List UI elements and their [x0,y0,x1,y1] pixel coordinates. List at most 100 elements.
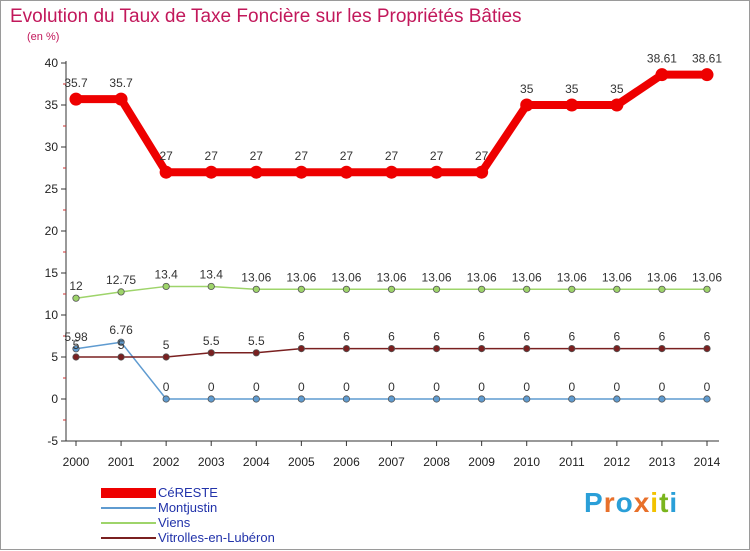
legend-item: Montjustin [101,500,275,515]
data-point [114,92,128,106]
proxiti-logo: Proxiti [584,487,678,519]
data-point [478,395,486,403]
data-label: 27 [205,149,219,163]
logo-letter: i [650,487,660,518]
data-label: 0 [388,380,395,394]
y-tick-label: 5 [51,350,58,364]
data-point [387,285,396,293]
data-point [117,288,125,296]
legend-swatch [101,536,156,539]
data-point [703,285,711,293]
data-label: 0 [659,380,666,394]
y-tick-label: 25 [45,182,59,196]
data-label: 6 [523,330,530,344]
data-label: 27 [340,149,354,163]
x-tick-label: 2014 [694,455,721,469]
data-point [432,395,441,403]
data-point [117,338,125,346]
data-label: 13.06 [331,270,361,284]
legend-swatch [101,521,156,524]
data-label: 12.75 [106,273,136,287]
data-point [655,68,669,82]
data-label: 13.4 [200,267,224,281]
x-tick-label: 2008 [423,455,450,469]
data-label: 5 [118,338,125,352]
x-tick-label: 2000 [63,455,90,469]
data-label: 0 [614,380,621,394]
data-point [117,353,125,361]
data-point [69,92,83,106]
data-label: 13.06 [241,270,271,284]
data-label: 35.7 [64,76,88,90]
data-label: 6 [388,330,395,344]
data-label: 27 [250,149,264,163]
data-label: 12 [69,279,83,293]
data-point [432,344,441,353]
data-label: 35 [520,82,534,96]
data-point [385,165,398,179]
data-point [162,282,170,291]
data-point [342,285,351,293]
data-point [478,285,486,293]
legend-item: Vitrolles-en-Lubéron [101,530,275,545]
logo-letter: o [615,487,634,518]
data-point [613,395,621,403]
data-point [72,353,80,361]
data-label: 27 [385,149,399,163]
data-label: 5.5 [203,334,220,348]
data-label: 27 [475,149,489,163]
data-point [342,395,351,403]
data-label: 35.7 [109,76,133,90]
data-point [703,395,711,403]
x-tick-label: 2002 [153,455,180,469]
legend-label: Viens [158,515,191,530]
data-point [162,395,170,403]
data-point [523,344,531,353]
y-tick-label: 40 [45,56,59,70]
data-label: 13.06 [647,270,677,284]
data-point [159,165,173,179]
legend: CéRESTE Montjustin Viens Vitrolles-en-Lubér… [101,485,275,545]
data-label: 27 [159,149,173,163]
data-point [523,285,531,293]
data-label: 13.06 [467,270,497,284]
y-tick-label: 15 [45,266,59,280]
data-label: 0 [704,380,711,394]
legend-item: Viens [101,515,275,530]
data-label: 27 [295,149,309,163]
data-point [703,344,711,353]
data-point [475,165,489,179]
chart-title: Evolution du Taux de Taxe Foncière sur l… [10,6,522,27]
data-point [207,395,215,403]
logo-letter: t [659,487,670,518]
data-point [520,98,534,112]
legend-swatch [101,506,156,509]
data-point [478,344,486,353]
x-tick-label: 2005 [288,455,315,469]
data-point [72,294,80,302]
data-point [387,395,396,403]
data-point [432,285,441,293]
logo-letter: r [603,487,616,518]
x-tick-label: 2004 [243,455,270,469]
data-point [613,344,621,353]
y-tick-label: 20 [45,224,59,238]
data-label: 38.61 [647,52,677,66]
data-point [342,344,351,353]
data-point [658,285,666,293]
data-label: 27 [430,149,444,163]
y-tick-label: -5 [47,434,58,448]
y-tick-label: 30 [45,140,59,154]
data-point [430,165,444,179]
logo-letter: x [633,487,651,518]
legend-swatch [101,487,156,498]
data-label: 0 [163,380,170,394]
data-label: 35 [565,82,579,96]
x-tick-label: 2006 [333,455,360,469]
data-label: 5 [163,338,170,352]
legend-item: CéRESTE [101,485,275,500]
x-tick-label: 2011 [559,455,585,469]
x-tick-label: 2009 [468,455,495,469]
data-point [252,395,260,403]
